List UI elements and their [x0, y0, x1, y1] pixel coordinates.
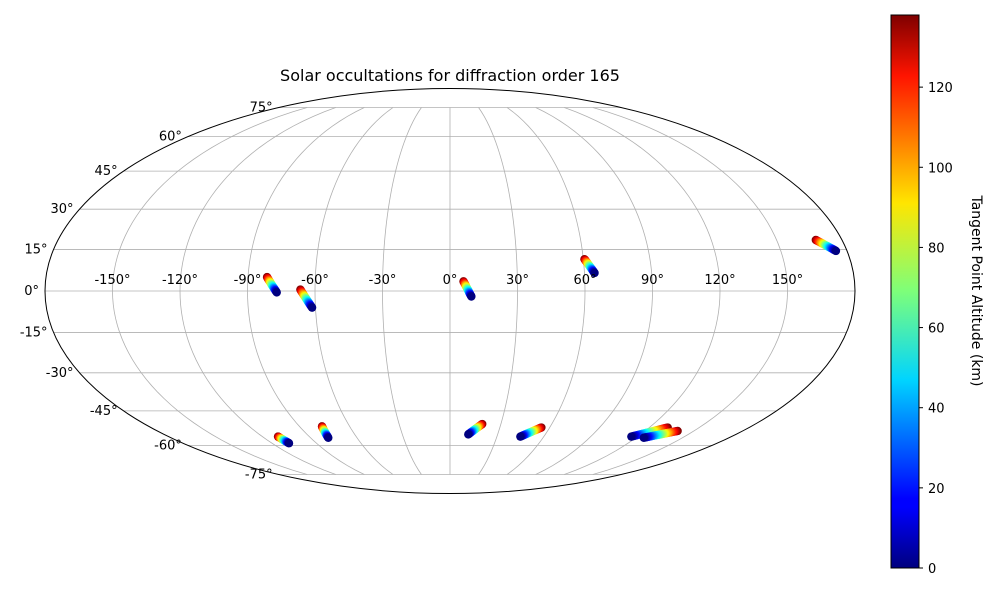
occultation-track — [317, 422, 333, 442]
meridian-line — [112, 107, 308, 475]
meridian-line — [564, 107, 721, 475]
occultation-point — [272, 288, 281, 297]
occultation-track — [639, 426, 682, 442]
meridian-line — [382, 107, 422, 475]
longitude-tick-label: -150° — [94, 273, 130, 288]
latitude-tick-label: -30° — [46, 366, 74, 381]
latitude-tick-label: -75° — [245, 467, 273, 482]
longitude-tick-label: 120° — [704, 273, 735, 288]
map-boundary — [44, 88, 856, 494]
latitude-tick-label: 60° — [159, 130, 182, 145]
occultation-track — [580, 254, 599, 278]
meridian-line — [314, 107, 394, 475]
occultation-track — [273, 432, 294, 448]
latitude-tick-label: 30° — [50, 202, 73, 217]
occultation-point — [324, 433, 333, 442]
occultation-point — [627, 432, 636, 441]
colorbar-label: Tangent Point Altitude (km) — [968, 194, 984, 386]
occultation-point — [590, 268, 599, 278]
occultation-point — [464, 430, 473, 439]
meridian-line — [247, 107, 365, 475]
occultation-track — [262, 272, 281, 297]
longitude-tick-label: -90° — [234, 273, 262, 288]
colorbar-ticks: 0 20 40 60 80 100 120 — [919, 81, 953, 577]
meridian-line — [179, 107, 336, 475]
latitude-tick-label: 0° — [24, 284, 39, 299]
occultation-track — [811, 235, 841, 256]
graticule-grid — [45, 107, 855, 475]
meridian-line — [506, 107, 586, 475]
latitude-tick-label: -60° — [154, 438, 182, 453]
longitude-tick-label: -30° — [369, 273, 397, 288]
colorbar-tick-label: 40 — [928, 402, 945, 417]
colorbar-tick-label: 20 — [928, 482, 945, 497]
latitude-tick-label: 75° — [250, 101, 273, 116]
longitude-tick-label: -120° — [162, 273, 198, 288]
occultation-track — [459, 277, 476, 301]
occultation-point — [831, 246, 841, 256]
meridian-line — [535, 107, 653, 475]
colorbar-tick-label: 60 — [928, 322, 945, 337]
colorbar-tick-label: 0 — [928, 562, 936, 577]
occultation-track — [464, 419, 487, 439]
latitude-tick-label: 15° — [25, 243, 48, 258]
colorbar-gradient — [890, 14, 920, 569]
chart-title: Solar occultations for diffraction order… — [280, 66, 620, 85]
occultation-point — [284, 439, 294, 448]
longitude-tick-label: 90° — [641, 273, 664, 288]
latitude-tick-label: -45° — [90, 404, 118, 419]
occultation-point — [639, 433, 649, 442]
occultation-track — [296, 285, 317, 312]
occultation-point — [516, 432, 525, 441]
longitude-tick-label: 0° — [443, 273, 458, 288]
latitude-tick-label: 45° — [95, 164, 118, 179]
colorbar-tick-label: 80 — [928, 241, 945, 256]
occultation-point — [307, 303, 317, 312]
longitude-tick-label: 30° — [506, 273, 529, 288]
colorbar-tick-label: 120 — [928, 81, 953, 96]
meridian-line — [592, 107, 788, 475]
meridian-line — [478, 107, 518, 475]
latitude-tick-label: -15° — [20, 325, 48, 340]
longitude-tick-label: 150° — [772, 273, 803, 288]
colorbar: 0 20 40 60 80 100 120 Tangent Point Altitude (… — [890, 14, 984, 577]
latitude-tick-labels: -75° -60° -45° -30° -15° 0° 15° 30° 45° 60° 75° — [20, 101, 273, 483]
occultation-point — [467, 292, 476, 301]
occultation-tracks — [262, 235, 841, 448]
longitude-tick-label: 60° — [573, 273, 596, 288]
longitude-tick-labels: -150° -120° -90° -60° -30° 0° 30° 60° 90° 120° 150… — [94, 273, 803, 288]
occultation-track — [516, 423, 546, 441]
colorbar-tick-label: 100 — [928, 161, 953, 176]
longitude-tick-label: -60° — [301, 273, 329, 288]
